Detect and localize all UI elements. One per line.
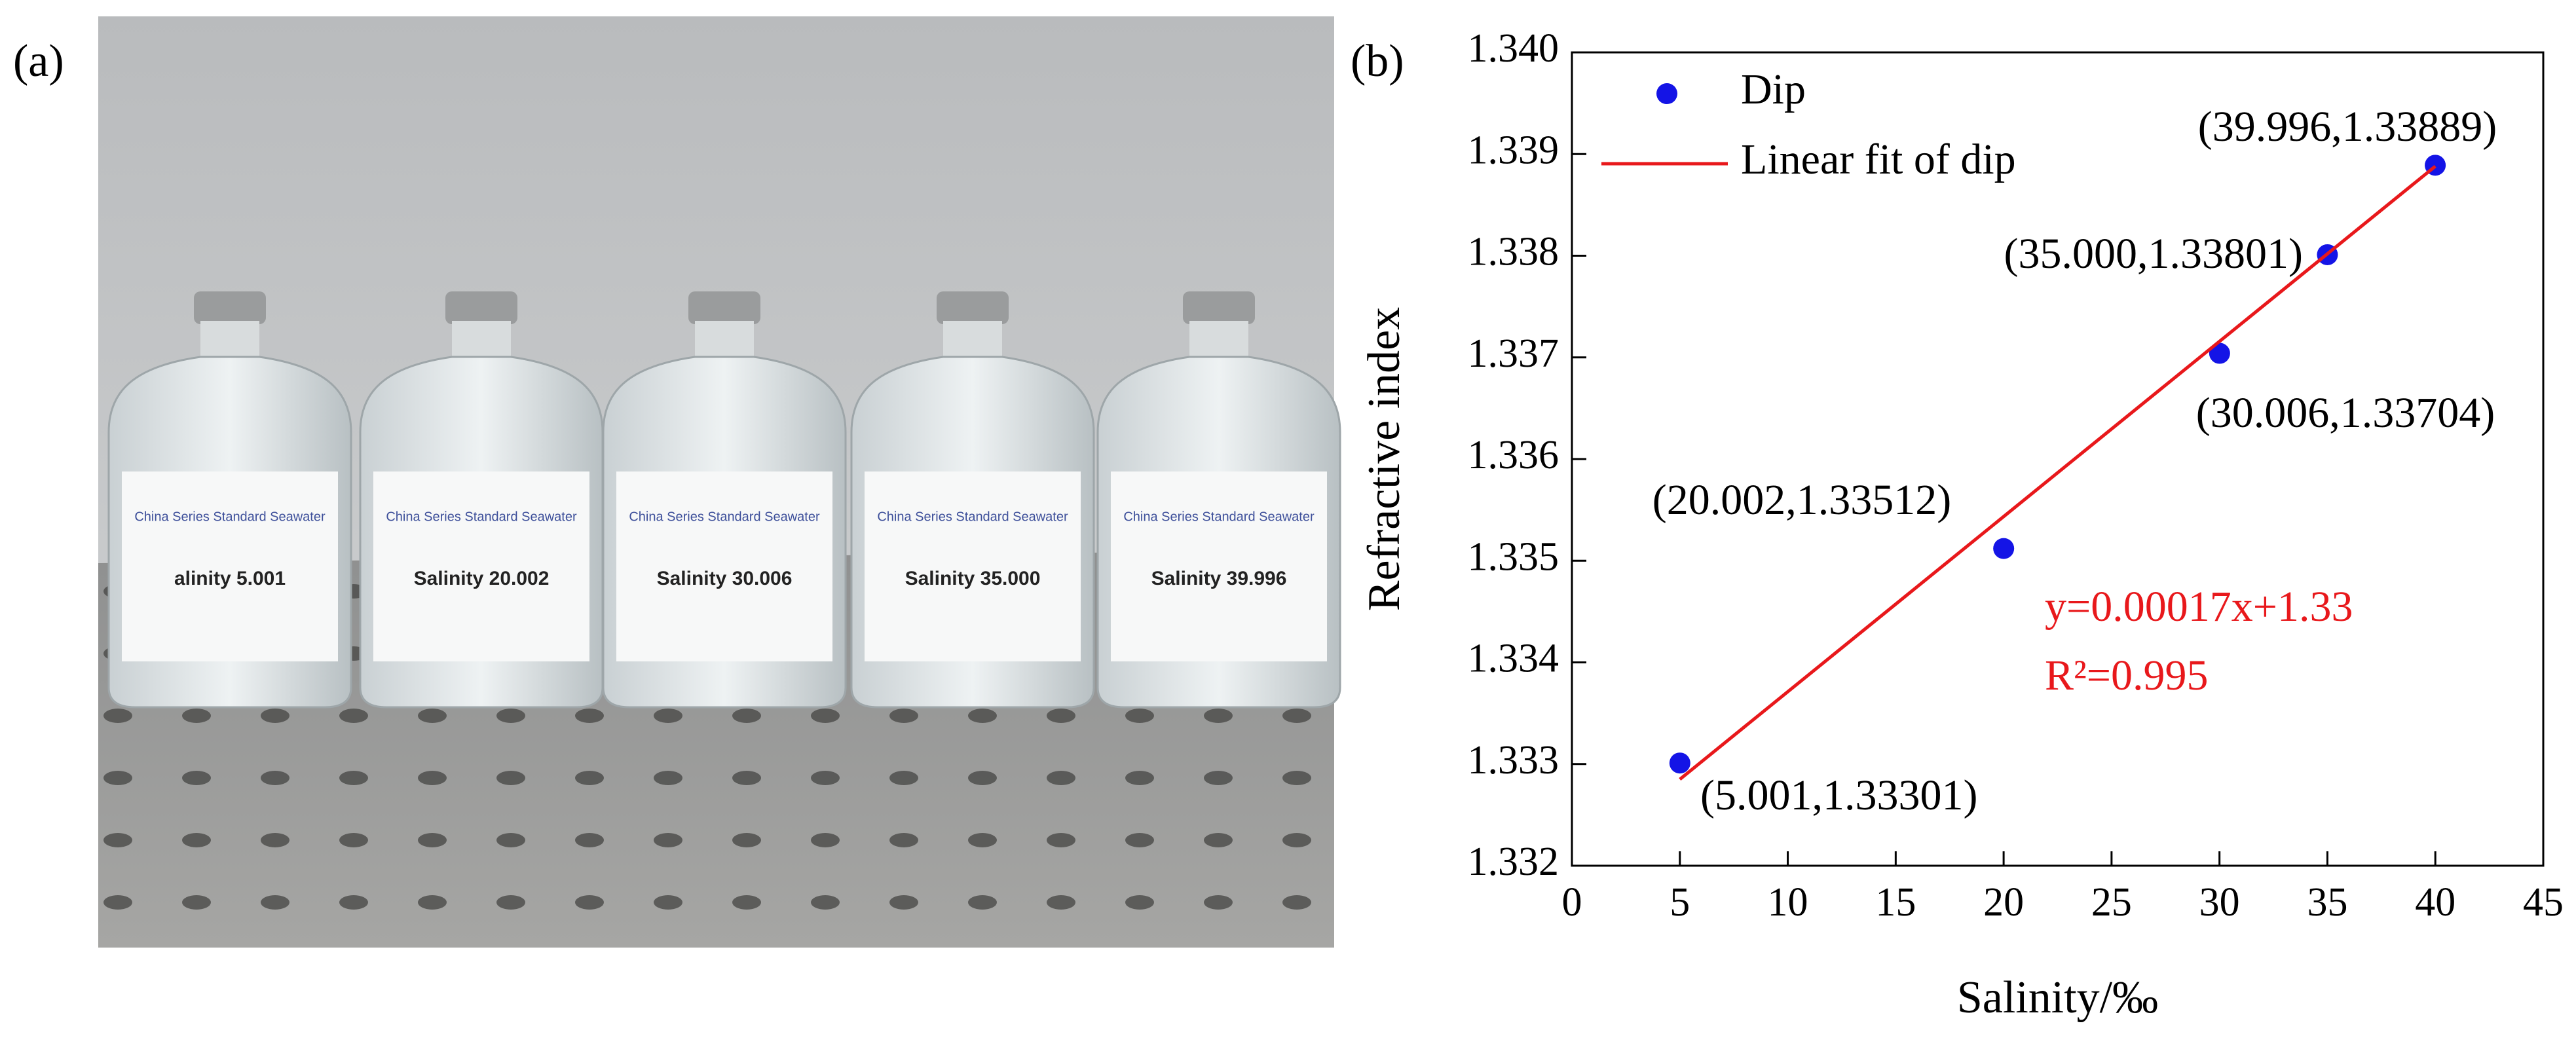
fit-line bbox=[1679, 164, 2436, 781]
legend-label: Dip bbox=[1741, 65, 1806, 113]
y-tick-label: 1.332 bbox=[1468, 840, 1559, 884]
y-tick-label: 1.338 bbox=[1468, 230, 1559, 274]
plot-frame bbox=[1571, 51, 2545, 867]
data-point bbox=[2209, 342, 2230, 364]
bottle-maker: China Series Standard Seawater bbox=[877, 509, 1068, 524]
bottle-sticker bbox=[1111, 471, 1327, 661]
legend-marker bbox=[1656, 83, 1677, 104]
bottle-cap bbox=[1183, 291, 1255, 324]
annotation: R²=0.995 bbox=[2045, 652, 2209, 699]
y-tick-label: 1.337 bbox=[1468, 331, 1559, 376]
x-tick-label: 25 bbox=[2091, 880, 2132, 925]
bottle-cap bbox=[688, 291, 760, 324]
x-tick-label: 20 bbox=[1983, 880, 2024, 925]
x-tick-label: 35 bbox=[2307, 880, 2347, 925]
bottle-maker: China Series Standard Seawater bbox=[1123, 509, 1315, 524]
bottle-label: alinity 5.001 bbox=[174, 568, 286, 589]
bottle: China Series Standard Seawater Salinity 3… bbox=[850, 291, 1095, 709]
y-tick-label: 1.333 bbox=[1468, 738, 1559, 783]
data-label: (30.006,1.33704) bbox=[2196, 389, 2495, 437]
panel-label: (b) bbox=[1351, 36, 1404, 86]
bottle-sticker bbox=[122, 471, 338, 661]
y-tick-label: 1.334 bbox=[1468, 637, 1559, 681]
bottle-maker: China Series Standard Seawater bbox=[629, 509, 820, 524]
data-label: (35.000,1.33801) bbox=[2004, 230, 2303, 278]
bottle-neck bbox=[943, 321, 1002, 360]
legend-label: Linear fit of dip bbox=[1741, 136, 2016, 183]
y-tick-label: 1.335 bbox=[1468, 534, 1559, 579]
x-tick-label: 15 bbox=[1875, 880, 1916, 925]
bottle-label: Salinity 20.002 bbox=[414, 568, 550, 589]
y-tick-label: 1.339 bbox=[1468, 128, 1559, 172]
bottle-neck bbox=[1189, 321, 1248, 360]
bottle-neck bbox=[695, 321, 754, 360]
y-axis-title: Refractive index bbox=[1359, 307, 1409, 612]
bottle-cap bbox=[194, 291, 266, 324]
x-tick-label: 0 bbox=[1562, 880, 1582, 925]
data-point bbox=[1669, 752, 1690, 774]
bottle-label: Salinity 30.006 bbox=[657, 568, 793, 589]
bottle-sticker bbox=[865, 471, 1081, 661]
bottle: China Series Standard Seawater Salinity 2… bbox=[359, 291, 604, 709]
bottle: China Series Standard Seawater alinity 5.… bbox=[107, 291, 352, 709]
annotation: y=0.00017x+1.33 bbox=[2045, 583, 2353, 631]
x-tick-label: 30 bbox=[2199, 880, 2240, 925]
x-tick-label: 10 bbox=[1768, 880, 1808, 925]
bottle-sticker bbox=[616, 471, 832, 661]
data-point bbox=[1993, 538, 2015, 559]
bottle: China Series Standard Seawater Salinity 3… bbox=[602, 291, 847, 709]
x-axis-title: Salinity/‰ bbox=[1957, 972, 2158, 1023]
x-tick-label: 40 bbox=[2415, 880, 2455, 925]
bottle-cap bbox=[937, 291, 1009, 324]
y-tick-label: 1.336 bbox=[1468, 433, 1559, 477]
bottle-maker: China Series Standard Seawater bbox=[134, 509, 326, 524]
y-tick-label: 1.340 bbox=[1468, 26, 1559, 71]
photo: China Series Standard Seawater alinity 5.… bbox=[98, 16, 1341, 948]
bottle-neck bbox=[200, 321, 259, 360]
data-label: (20.002,1.33512) bbox=[1652, 476, 1951, 524]
bottle-neck bbox=[452, 321, 511, 360]
bottle-sticker bbox=[373, 471, 589, 661]
bottle-label: Salinity 35.000 bbox=[905, 568, 1041, 589]
data-label: (5.001,1.33301) bbox=[1700, 771, 1977, 819]
x-tick-label: 45 bbox=[2523, 880, 2564, 925]
data-label: (39.996,1.33889) bbox=[2198, 103, 2497, 151]
bottle: China Series Standard Seawater Salinity 3… bbox=[1096, 291, 1341, 709]
bottle-cap bbox=[445, 291, 517, 324]
chart: 0 5 10 15 20 25 30 35 40 45 1.332 1.333 1.334 1.335 1.… bbox=[1359, 26, 2564, 1023]
x-tick-label: 5 bbox=[1670, 880, 1690, 925]
bottle-label: Salinity 39.996 bbox=[1151, 568, 1287, 589]
bottle-maker: China Series Standard Seawater bbox=[386, 509, 577, 524]
panel-label: (a) bbox=[13, 36, 64, 86]
